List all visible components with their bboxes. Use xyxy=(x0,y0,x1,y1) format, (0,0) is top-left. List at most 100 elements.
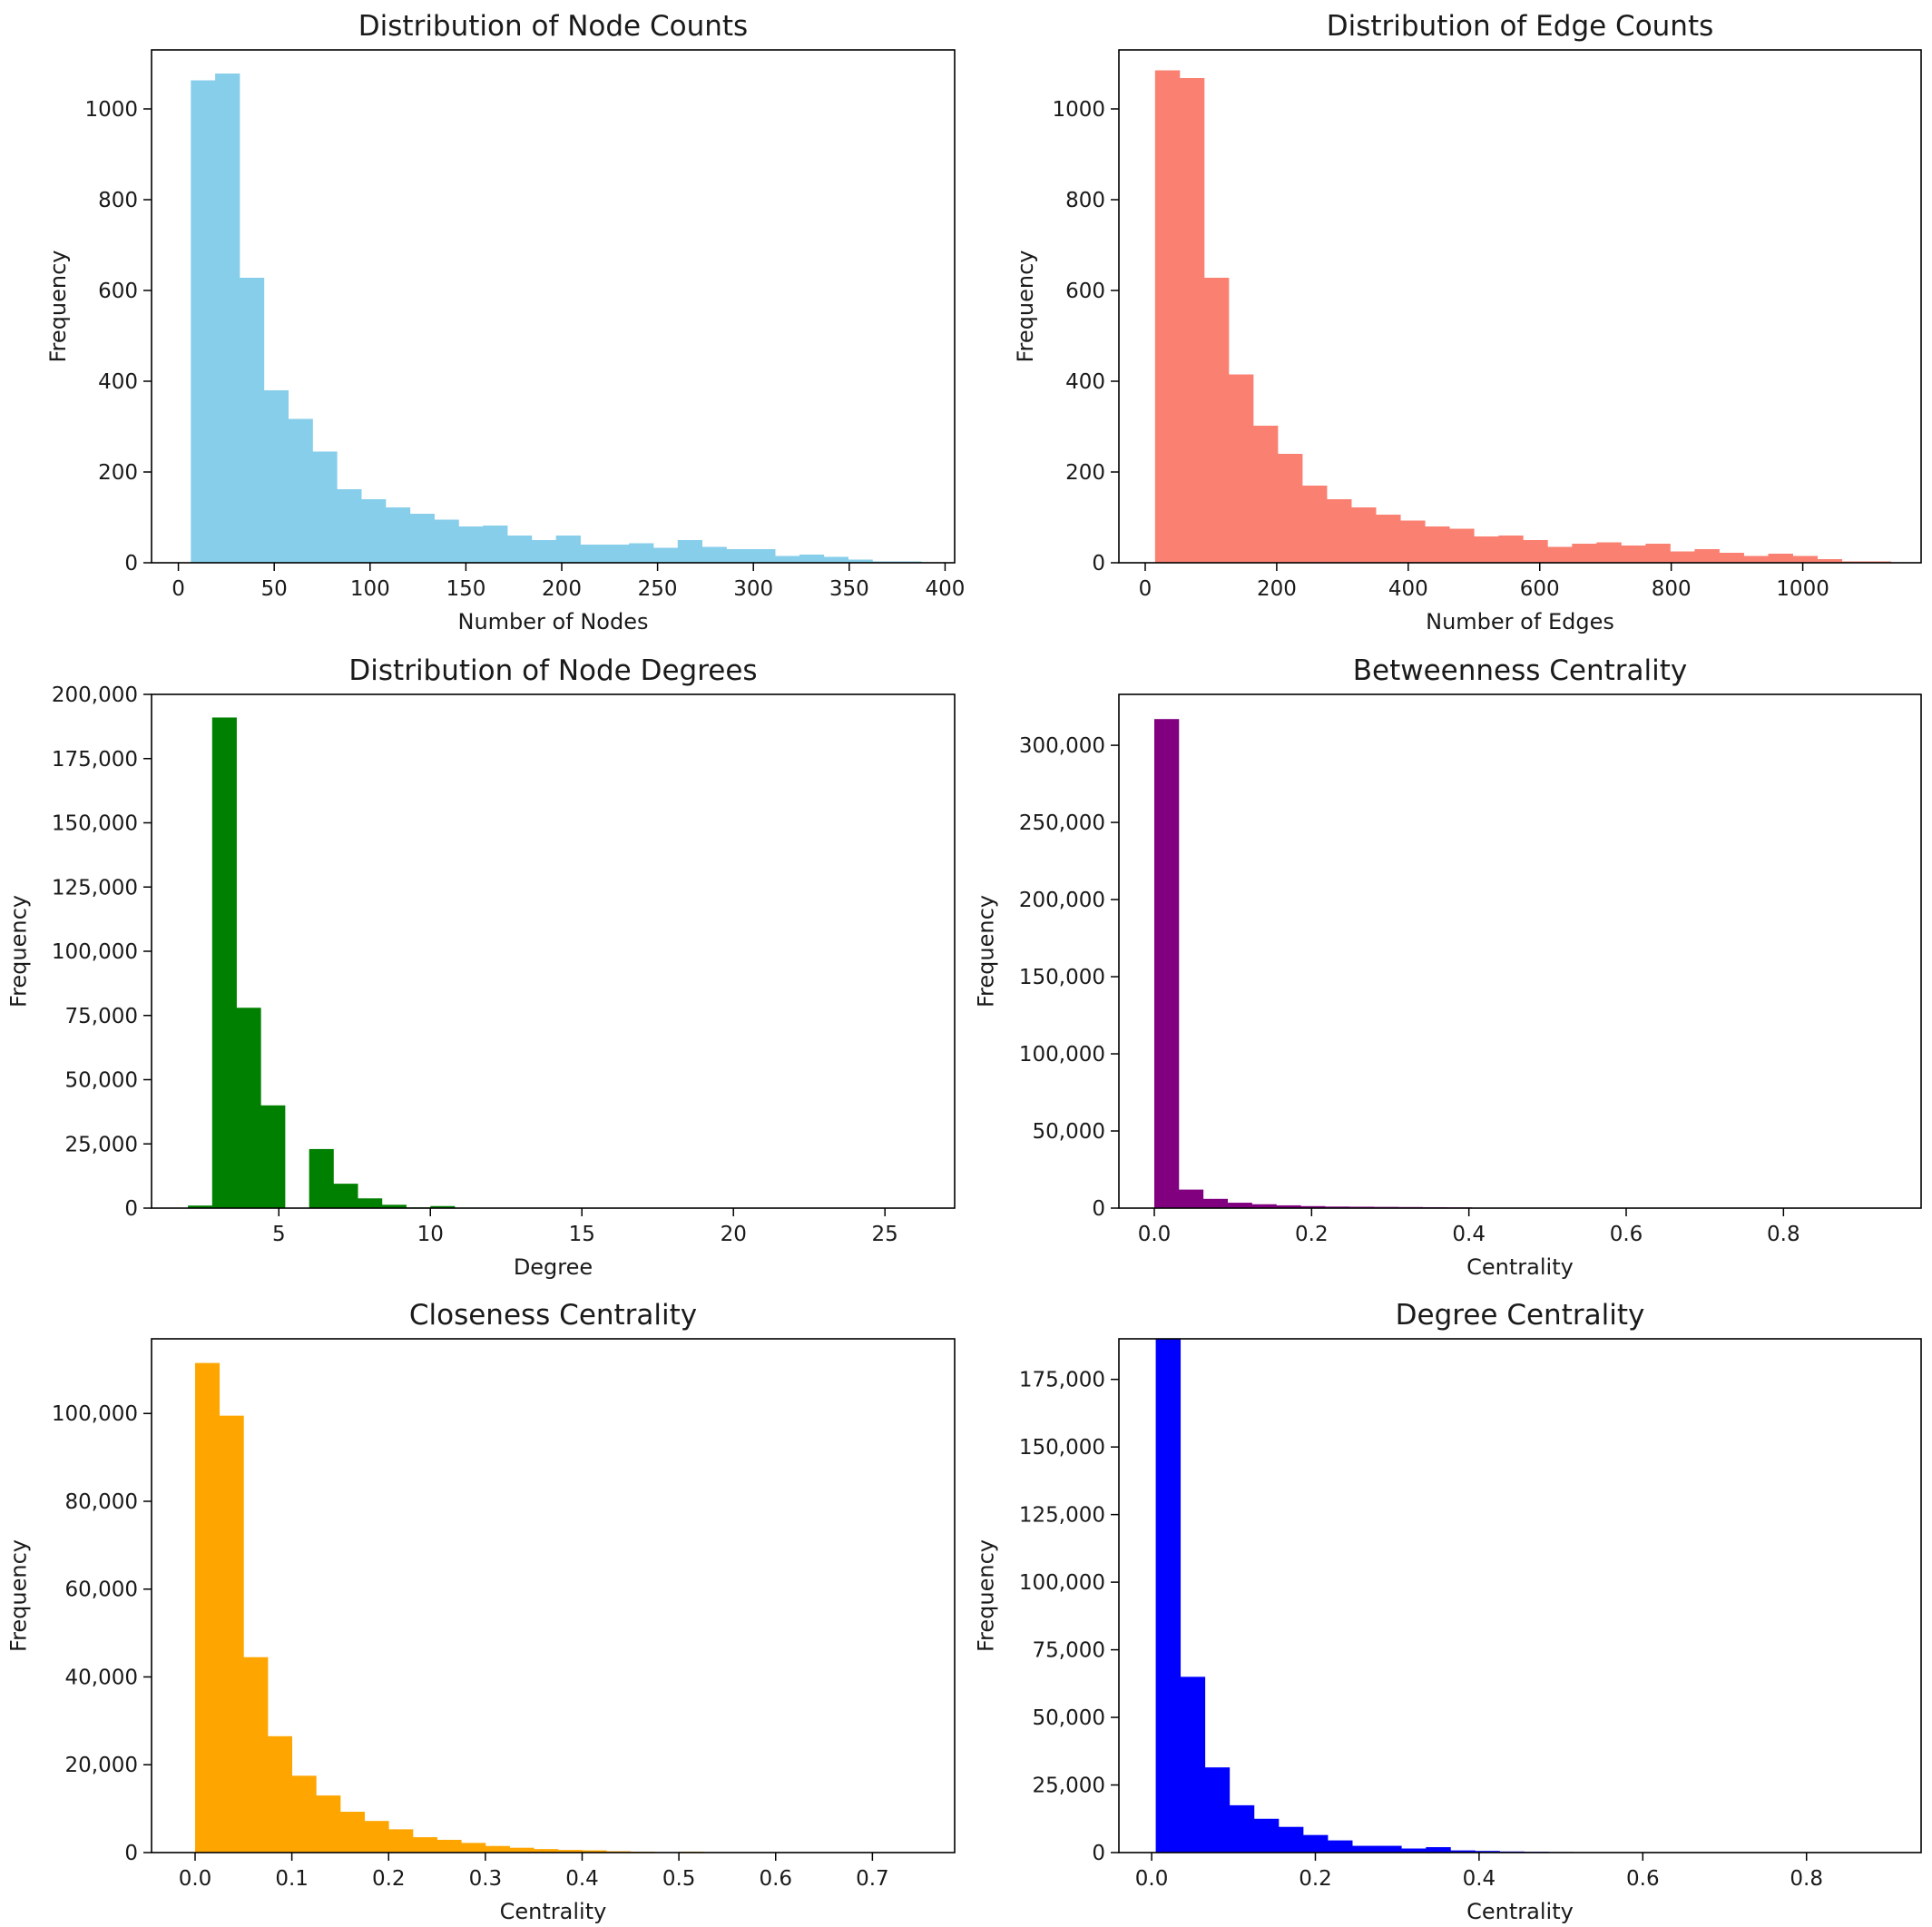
y-tick-label: 0 xyxy=(1092,1842,1105,1865)
axes-frame xyxy=(1118,693,1922,1209)
bar xyxy=(1400,520,1426,563)
bar xyxy=(1351,507,1377,563)
y-tick-label: 75,000 xyxy=(65,1005,138,1028)
y-tick-label: 60,000 xyxy=(65,1578,138,1602)
bar xyxy=(267,1735,293,1853)
bar xyxy=(799,555,825,563)
x-tick-label: 0.0 xyxy=(179,1867,212,1891)
y-tick-label: 250,000 xyxy=(1019,811,1105,835)
x-tick-label: 25 xyxy=(872,1223,898,1246)
bar xyxy=(1377,1845,1402,1853)
bar xyxy=(1328,1840,1353,1853)
bar xyxy=(194,1362,221,1853)
x-tick-label: 0.4 xyxy=(565,1867,599,1891)
bar xyxy=(1154,719,1180,1208)
bar xyxy=(775,555,800,563)
bar xyxy=(1276,1204,1301,1208)
bar xyxy=(288,418,313,563)
y-tick-label: 1000 xyxy=(84,98,138,122)
y-tick-label: 200 xyxy=(1065,461,1105,485)
y-tick-label: 75,000 xyxy=(1033,1639,1105,1663)
bar xyxy=(263,390,289,563)
bar xyxy=(1719,553,1744,563)
bar xyxy=(358,1198,383,1208)
bar xyxy=(461,1843,486,1853)
bar xyxy=(582,1850,607,1853)
y-tick-label: 200,000 xyxy=(1019,889,1105,912)
bar xyxy=(1278,1826,1304,1853)
x-tick-label: 0.3 xyxy=(469,1867,503,1891)
x-axis-label: Centrality xyxy=(1466,1254,1574,1280)
bar xyxy=(430,1205,456,1208)
y-axis-label: Frequency xyxy=(974,895,999,1008)
bar xyxy=(1596,542,1622,563)
chart-panel-4: 0.0 0.2 0.4 0.6 0.8 0 50,000 100,000 150,000 200,… xyxy=(974,654,1922,1280)
x-tick-label: 0.7 xyxy=(856,1867,889,1891)
bar xyxy=(1475,1851,1500,1853)
bar xyxy=(848,559,873,563)
bar xyxy=(509,1847,534,1853)
bar xyxy=(1547,546,1573,563)
x-tick-label: 0.6 xyxy=(759,1867,792,1891)
y-tick-label: 400 xyxy=(98,370,138,394)
y-tick-label: 175,000 xyxy=(52,748,138,772)
x-tick-label: 50 xyxy=(261,577,288,601)
bar xyxy=(531,540,557,563)
axes-frame xyxy=(1118,1338,1922,1853)
y-tick-label: 0 xyxy=(124,1842,138,1865)
x-tick-label: 0.5 xyxy=(662,1867,696,1891)
y-axis-label: Frequency xyxy=(6,895,32,1008)
bar xyxy=(260,1105,286,1208)
axes-frame xyxy=(151,49,956,564)
chart-title: Closeness Centrality xyxy=(409,1299,697,1332)
x-axis-label: Number of Edges xyxy=(1426,609,1614,634)
bar xyxy=(726,549,751,563)
y-tick-label: 25,000 xyxy=(65,1133,138,1156)
y-tick-label: 400 xyxy=(1065,370,1105,394)
y-tick-label: 50,000 xyxy=(65,1069,138,1093)
x-tick-label: 1000 xyxy=(1776,577,1829,601)
x-tick-label: 0.6 xyxy=(1626,1867,1660,1891)
y-tick-label: 50,000 xyxy=(1033,1706,1105,1730)
bar xyxy=(309,1148,334,1208)
chart-title: Distribution of Node Counts xyxy=(358,10,748,43)
y-tick-label: 25,000 xyxy=(1033,1775,1105,1798)
chart-title: Degree Centrality xyxy=(1396,1299,1645,1332)
bar xyxy=(701,546,727,563)
y-axis-label: Frequency xyxy=(974,1539,999,1652)
bar xyxy=(1670,551,1695,563)
bar xyxy=(1229,1804,1255,1853)
bar xyxy=(1523,540,1548,563)
bar xyxy=(434,519,459,563)
bar xyxy=(1202,1198,1228,1208)
bar xyxy=(1179,78,1205,563)
bar xyxy=(381,1204,407,1208)
x-tick-label: 10 xyxy=(417,1223,444,1246)
axes-frame xyxy=(1118,49,1922,564)
x-axis-label: Degree xyxy=(514,1254,593,1280)
chart-panel-1: 0 50 100 150 200 250 300 350 400 0 200 400 600 800 100… xyxy=(45,10,965,634)
bar xyxy=(312,451,338,563)
x-tick-label: 400 xyxy=(925,577,965,601)
x-tick-label: 20 xyxy=(721,1223,747,1246)
x-tick-label: 0 xyxy=(172,577,185,601)
y-tick-label: 800 xyxy=(1065,189,1105,212)
bar xyxy=(1572,544,1597,563)
chart-title: Distribution of Node Degrees xyxy=(348,654,757,687)
y-tick-label: 300,000 xyxy=(1019,734,1105,758)
bar xyxy=(1425,526,1450,563)
y-tick-label: 150,000 xyxy=(1019,1436,1105,1460)
bar xyxy=(361,499,387,563)
bar xyxy=(580,545,605,563)
chart-panel-2: 0 200 400 600 800 1000 0 200 400 600 800 1000 Distri… xyxy=(1013,10,1922,634)
y-tick-label: 150,000 xyxy=(1019,966,1105,989)
bar xyxy=(485,1845,510,1853)
bar xyxy=(458,526,484,563)
x-tick-label: 600 xyxy=(1520,577,1560,601)
bar xyxy=(1376,515,1401,563)
x-tick-label: 800 xyxy=(1652,577,1692,601)
bar xyxy=(337,489,362,563)
bar xyxy=(1302,1834,1329,1853)
x-tick-label: 100 xyxy=(350,577,390,601)
x-tick-label: 0.6 xyxy=(1610,1223,1643,1246)
